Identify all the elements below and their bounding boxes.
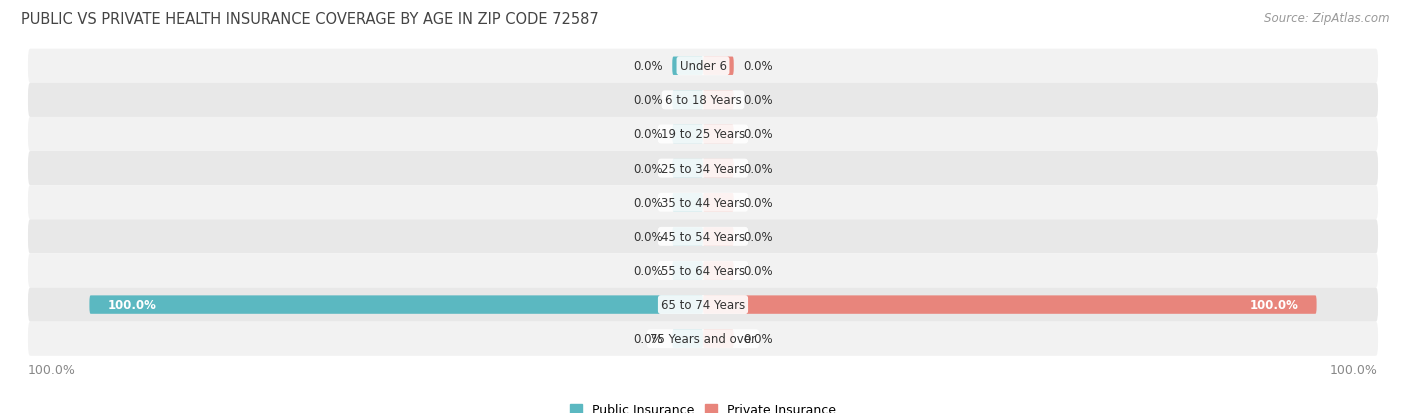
Text: Under 6: Under 6 <box>679 60 727 73</box>
FancyBboxPatch shape <box>703 296 1316 314</box>
FancyBboxPatch shape <box>28 186 1378 220</box>
FancyBboxPatch shape <box>703 261 734 280</box>
Text: 100.0%: 100.0% <box>1330 363 1378 376</box>
Text: 0.0%: 0.0% <box>742 162 772 175</box>
Text: 0.0%: 0.0% <box>742 94 772 107</box>
Text: Source: ZipAtlas.com: Source: ZipAtlas.com <box>1264 12 1389 25</box>
Text: 55 to 64 Years: 55 to 64 Years <box>661 264 745 277</box>
FancyBboxPatch shape <box>703 159 734 178</box>
FancyBboxPatch shape <box>703 228 734 246</box>
Text: 0.0%: 0.0% <box>742 264 772 277</box>
FancyBboxPatch shape <box>28 50 1378 83</box>
Text: 0.0%: 0.0% <box>634 162 664 175</box>
FancyBboxPatch shape <box>703 126 734 144</box>
Text: 100.0%: 100.0% <box>28 363 76 376</box>
Text: 25 to 34 Years: 25 to 34 Years <box>661 162 745 175</box>
FancyBboxPatch shape <box>28 83 1378 118</box>
Legend: Public Insurance, Private Insurance: Public Insurance, Private Insurance <box>565 398 841 413</box>
FancyBboxPatch shape <box>703 330 734 348</box>
Text: 0.0%: 0.0% <box>634 196 664 209</box>
FancyBboxPatch shape <box>672 159 703 178</box>
FancyBboxPatch shape <box>672 261 703 280</box>
FancyBboxPatch shape <box>28 254 1378 288</box>
FancyBboxPatch shape <box>28 152 1378 186</box>
FancyBboxPatch shape <box>703 57 734 76</box>
Text: 0.0%: 0.0% <box>634 230 664 243</box>
FancyBboxPatch shape <box>672 57 703 76</box>
Text: 100.0%: 100.0% <box>1250 298 1298 311</box>
Text: 35 to 44 Years: 35 to 44 Years <box>661 196 745 209</box>
FancyBboxPatch shape <box>672 228 703 246</box>
Text: 0.0%: 0.0% <box>742 196 772 209</box>
Text: 0.0%: 0.0% <box>742 128 772 141</box>
FancyBboxPatch shape <box>28 322 1378 356</box>
Text: PUBLIC VS PRIVATE HEALTH INSURANCE COVERAGE BY AGE IN ZIP CODE 72587: PUBLIC VS PRIVATE HEALTH INSURANCE COVER… <box>21 12 599 27</box>
Text: 0.0%: 0.0% <box>742 332 772 345</box>
Text: 0.0%: 0.0% <box>742 230 772 243</box>
Text: 0.0%: 0.0% <box>742 60 772 73</box>
FancyBboxPatch shape <box>672 194 703 212</box>
FancyBboxPatch shape <box>703 91 734 110</box>
Text: 75 Years and over: 75 Years and over <box>650 332 756 345</box>
Text: 0.0%: 0.0% <box>634 264 664 277</box>
Text: 45 to 54 Years: 45 to 54 Years <box>661 230 745 243</box>
Text: 0.0%: 0.0% <box>634 60 664 73</box>
FancyBboxPatch shape <box>672 91 703 110</box>
FancyBboxPatch shape <box>672 126 703 144</box>
Text: 0.0%: 0.0% <box>634 128 664 141</box>
Text: 100.0%: 100.0% <box>108 298 156 311</box>
Text: 0.0%: 0.0% <box>634 332 664 345</box>
FancyBboxPatch shape <box>703 194 734 212</box>
FancyBboxPatch shape <box>28 220 1378 254</box>
Text: 0.0%: 0.0% <box>634 94 664 107</box>
FancyBboxPatch shape <box>90 296 703 314</box>
Text: 6 to 18 Years: 6 to 18 Years <box>665 94 741 107</box>
FancyBboxPatch shape <box>28 288 1378 322</box>
Text: 19 to 25 Years: 19 to 25 Years <box>661 128 745 141</box>
FancyBboxPatch shape <box>28 118 1378 152</box>
Text: 65 to 74 Years: 65 to 74 Years <box>661 298 745 311</box>
FancyBboxPatch shape <box>672 330 703 348</box>
